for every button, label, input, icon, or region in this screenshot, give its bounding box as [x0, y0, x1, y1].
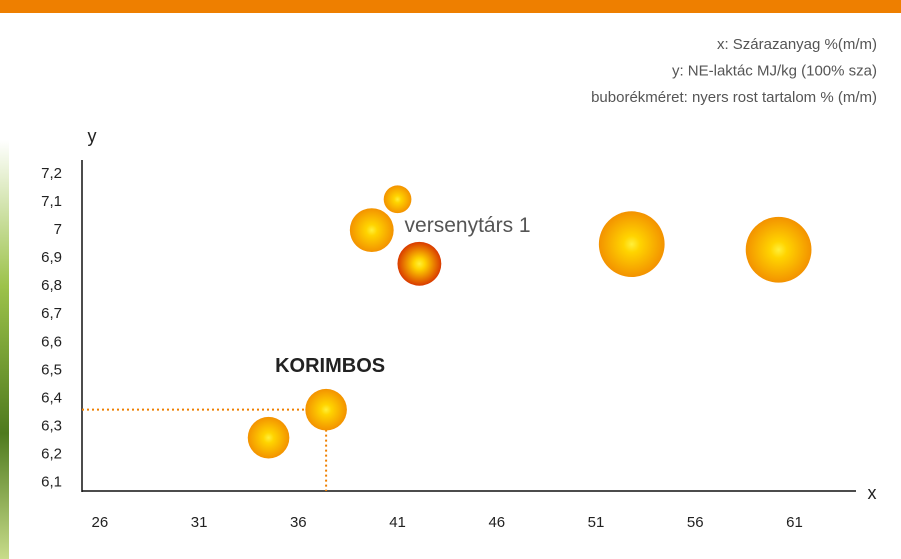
y-tick-label: 6,7 — [41, 305, 62, 322]
x-tick-label: 31 — [191, 514, 208, 531]
y-tick-label: 7,1 — [41, 193, 62, 210]
x-tick-label: 46 — [488, 514, 505, 531]
y-tick-label: 6,1 — [41, 474, 62, 491]
header-bar — [0, 0, 901, 13]
side-image — [0, 140, 9, 559]
x-tick-label: 51 — [588, 514, 605, 531]
legend-note: x: Szárazanyag %(m/m) — [717, 36, 877, 53]
bubble — [247, 416, 290, 459]
x-tick-label: 56 — [687, 514, 704, 531]
legend-note: buborékméret: nyers rost tartalom % (m/m… — [591, 89, 877, 106]
bubble — [745, 216, 812, 283]
bubble — [598, 211, 665, 278]
bubble — [383, 185, 412, 214]
y-tick-label: 6,2 — [41, 446, 62, 463]
x-tick-label: 61 — [786, 514, 803, 531]
bubble — [305, 388, 347, 431]
y-tick-label: 6,4 — [41, 389, 62, 406]
y-tick-label: 7 — [54, 221, 62, 238]
y-axis-label: y — [88, 126, 97, 146]
bubble — [397, 241, 442, 286]
y-tick-label: 6,9 — [41, 249, 62, 266]
y-tick-label: 6,6 — [41, 333, 62, 350]
bubble — [349, 208, 394, 253]
y-tick-label: 6,3 — [41, 417, 62, 434]
x-axis-label: x — [868, 483, 877, 503]
legend-note: y: NE-laktác MJ/kg (100% sza) — [672, 62, 877, 79]
x-tick-label: 36 — [290, 514, 307, 531]
y-tick-label: 7,2 — [41, 165, 62, 182]
annotation: versenytárs 1 — [405, 214, 531, 237]
y-tick-label: 6,8 — [41, 277, 62, 294]
x-tick-label: 26 — [92, 514, 109, 531]
x-tick-label: 41 — [389, 514, 406, 531]
y-tick-label: 6,5 — [41, 361, 62, 378]
annotation: KORIMBOS — [275, 355, 385, 377]
